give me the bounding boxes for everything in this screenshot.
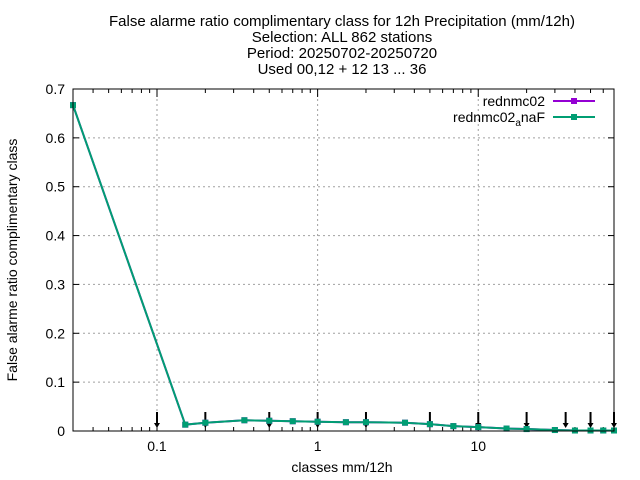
title-line-1: False alarme ratio complimentary class f… <box>109 13 575 30</box>
axis-ticks: 0 0.1 0.2 0.3 0.4 0.5 0.6 0.7 0.1 1 10 <box>46 81 614 454</box>
series-point-2 <box>402 419 409 426</box>
legend-label-2-tail: naF <box>521 109 545 125</box>
series-point-2 <box>314 418 321 425</box>
series-point-2 <box>523 426 530 433</box>
series-point-2 <box>289 418 296 425</box>
x-tick-label: 10 <box>470 438 486 454</box>
x-tick-label: 1 <box>314 438 322 454</box>
y-tick-label: 0.5 <box>46 179 66 195</box>
series-point-2 <box>202 419 209 426</box>
y-tick-label: 0.2 <box>46 325 66 341</box>
series-point-2 <box>241 417 248 424</box>
class-marker-arrow <box>153 423 160 428</box>
y-tick-label: 0.3 <box>46 276 66 292</box>
series-line-2 <box>72 104 614 432</box>
y-tick-label: 0.6 <box>46 130 66 146</box>
y-tick-label: 0.7 <box>46 81 66 97</box>
grid <box>73 89 614 431</box>
y-tick-label: 0 <box>57 423 65 439</box>
class-marker-arrow <box>587 423 594 428</box>
series-point-2 <box>362 419 369 426</box>
legend: rednmc02 rednmc02anaF <box>453 93 595 129</box>
chart-title: False alarme ratio complimentary class f… <box>109 13 575 78</box>
title-line-4: Used 00,12 + 12 13 ... 36 <box>258 61 427 78</box>
title-line-2: Selection: ALL 862 stations <box>252 29 432 46</box>
legend-label-2-sub: a <box>515 118 521 129</box>
series-point-2 <box>450 423 457 430</box>
series-layer <box>70 102 617 434</box>
legend-marker-1 <box>571 98 577 104</box>
series-point-2 <box>342 419 349 426</box>
series-point-2 <box>426 421 433 428</box>
series-point-2 <box>475 424 482 431</box>
series-point-2 <box>182 421 189 428</box>
class-markers <box>153 412 617 428</box>
x-tick-label: 0.1 <box>147 438 167 454</box>
y-axis-label: False alarme ratio complimentary class <box>4 139 20 382</box>
class-marker-arrow <box>266 423 273 428</box>
plot-frame <box>72 88 615 432</box>
class-marker-arrow <box>562 423 569 428</box>
title-line-3: Period: 20250702-20250720 <box>247 45 437 62</box>
x-axis-label: classes mm/12h <box>291 459 392 475</box>
class-marker-arrow <box>523 423 530 428</box>
series-point-2 <box>551 427 558 434</box>
legend-marker-2 <box>571 114 577 120</box>
y-tick-label: 0.1 <box>46 374 66 390</box>
legend-label-2: rednmc02anaF <box>453 109 545 129</box>
series-point-2 <box>503 425 510 432</box>
series-point-2 <box>266 417 273 424</box>
legend-label-1: rednmc02 <box>483 93 545 109</box>
y-tick-label: 0.4 <box>46 228 66 244</box>
legend-label-2-main: rednmc02 <box>453 109 515 125</box>
